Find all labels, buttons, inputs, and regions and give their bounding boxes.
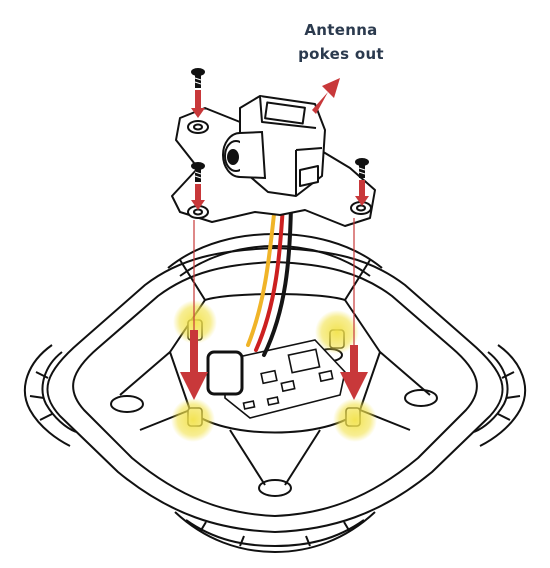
callout-line-2: pokes out bbox=[298, 45, 384, 63]
highlight-rear-left bbox=[171, 398, 215, 442]
arrow-down-icon bbox=[191, 90, 369, 210]
screw-icon bbox=[191, 68, 369, 182]
camera-wires bbox=[246, 203, 293, 357]
drone-frame bbox=[23, 233, 527, 553]
antenna-callout: Antenna pokes out bbox=[296, 18, 386, 66]
highlight-rear-right bbox=[333, 398, 377, 442]
receiver-module bbox=[206, 350, 244, 396]
mount-point-highlights bbox=[171, 300, 377, 442]
highlight-front-left bbox=[173, 300, 217, 344]
arrow-down-icon bbox=[180, 330, 368, 400]
highlight-front-right bbox=[315, 310, 359, 354]
camera-housing bbox=[239, 95, 326, 197]
flight-controller-board bbox=[224, 339, 346, 419]
arrow-up-right-icon bbox=[312, 78, 340, 114]
callout-line-1: Antenna bbox=[304, 21, 378, 39]
alignment-guides bbox=[193, 218, 355, 345]
camera-lens bbox=[222, 130, 267, 180]
